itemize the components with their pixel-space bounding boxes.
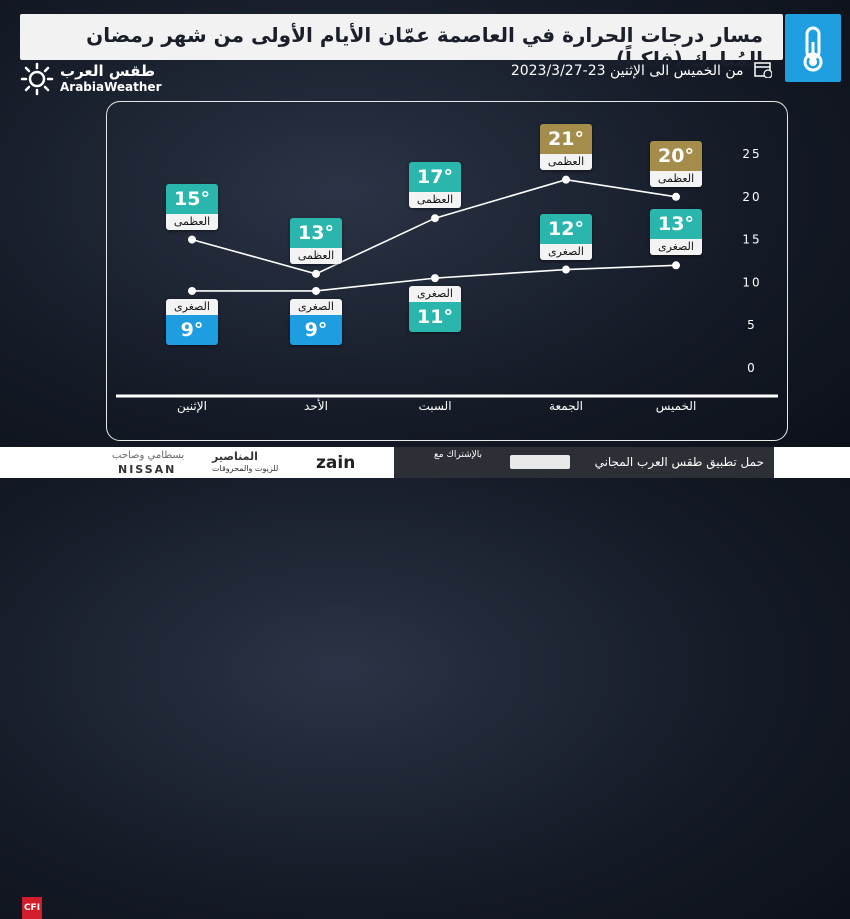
manaseer-logo: المناصير bbox=[212, 450, 258, 463]
title-bar: مسار درجات الحرارة في العاصمة عمّان الأي… bbox=[20, 14, 783, 71]
min-temp-value: 13° bbox=[650, 209, 702, 240]
x-tick-label: الخميس bbox=[656, 399, 697, 414]
max-temp-label: العظمى bbox=[290, 247, 342, 264]
y-tick-label: 25 bbox=[742, 147, 761, 161]
y-tick-label: 10 bbox=[742, 275, 761, 289]
min-point bbox=[188, 286, 196, 295]
max-temp-box: 17° العظمى bbox=[409, 162, 461, 209]
store-badges[interactable] bbox=[510, 455, 570, 469]
min-point bbox=[431, 274, 439, 283]
max-temp-box: 13° العظمى bbox=[290, 217, 342, 264]
x-tick-label: الإثنين bbox=[177, 399, 207, 414]
thermometer-icon-box bbox=[785, 14, 841, 82]
min-temp-value: 9° bbox=[290, 314, 342, 345]
page-title: مسار درجات الحرارة في العاصمة عمّان الأي… bbox=[86, 23, 763, 71]
x-tick-label: الجمعة bbox=[549, 399, 583, 413]
min-temp-label: الصغرى bbox=[290, 298, 342, 315]
thermometer-icon bbox=[803, 26, 823, 72]
logo-arabic: طقس العرب bbox=[60, 62, 155, 80]
min-point bbox=[312, 286, 320, 295]
min-temp-value: 11° bbox=[409, 302, 461, 333]
nissan-dealer-text: بسطامي وصاحب bbox=[112, 450, 185, 461]
logo-english: ArabiaWeather bbox=[60, 80, 162, 94]
max-temp-label: العظمى bbox=[409, 192, 461, 209]
min-temp-box: 13° الصغرى bbox=[650, 209, 702, 256]
max-temp-label: العظمى bbox=[166, 213, 218, 230]
chart-frame bbox=[106, 101, 788, 441]
min-temp-value: 12° bbox=[540, 213, 592, 244]
max-temp-label: العظمى bbox=[540, 153, 592, 170]
min-temp-label: الصغرى bbox=[409, 286, 461, 303]
y-tick-label: 5 bbox=[747, 318, 757, 332]
y-tick-label: 20 bbox=[742, 190, 761, 204]
min-temp-label: الصغرى bbox=[166, 298, 218, 315]
max-point bbox=[562, 175, 570, 184]
max-temp-value: 15° bbox=[166, 183, 218, 214]
partner-text: بالإشتراك مع bbox=[434, 450, 482, 460]
arabiaweather-logo: طقس العرب ArabiaWeather bbox=[20, 62, 162, 98]
min-temp-box: الصغرى 11° bbox=[409, 286, 461, 333]
max-temp-value: 13° bbox=[290, 217, 342, 248]
min-temp-value: 9° bbox=[166, 314, 218, 345]
zain-logo: zain bbox=[316, 453, 356, 473]
x-tick-label: السبت bbox=[418, 399, 451, 413]
min-temp-box: 12° الصغرى bbox=[540, 213, 592, 260]
manaseer-sub: للزيوت والمحروقات bbox=[212, 464, 279, 473]
max-temp-label: العظمى bbox=[650, 170, 702, 187]
app-download-box[interactable]: بالإشتراك مع حمل تطبيق طقس العرب المجاني bbox=[394, 447, 774, 478]
min-temp-box: الصغرى 9° bbox=[166, 298, 218, 345]
max-temp-box: 20° العظمى bbox=[650, 140, 702, 187]
max-temp-box: 21° العظمى bbox=[540, 123, 592, 170]
min-temp-label: الصغرى bbox=[650, 239, 702, 256]
date-range-text: من الخميس الى الإثنين 23-2023/3/27 bbox=[510, 63, 744, 79]
y-tick-label: 0 bbox=[747, 361, 757, 375]
max-temp-box: 15° العظمى bbox=[166, 183, 218, 230]
sun-logo-icon bbox=[20, 62, 54, 96]
x-tick-label: الأحد bbox=[304, 398, 328, 413]
min-temp-label: الصغرى bbox=[540, 243, 592, 260]
min-point bbox=[672, 261, 680, 270]
min-temp-box: الصغرى 9° bbox=[290, 298, 342, 345]
cfi-logo: CFI bbox=[22, 897, 42, 919]
max-temp-value: 17° bbox=[409, 162, 461, 193]
app-download-text: حمل تطبيق طقس العرب المجاني bbox=[594, 455, 764, 469]
max-point bbox=[672, 192, 680, 201]
nissan-logo: NISSAN bbox=[118, 463, 177, 476]
temperature-chart: 0 5 10 15 20 25 الإثنين الأحد السبت الجمعة الخميس bbox=[116, 147, 778, 414]
min-point bbox=[562, 265, 570, 274]
max-temp-value: 20° bbox=[650, 140, 702, 171]
y-tick-label: 15 bbox=[742, 233, 761, 247]
max-temp-value: 21° bbox=[540, 123, 592, 154]
max-point bbox=[188, 235, 196, 244]
max-point bbox=[312, 269, 320, 278]
max-point bbox=[431, 214, 439, 223]
date-range: من الخميس الى الإثنين 23-2023/3/27 bbox=[492, 60, 773, 82]
